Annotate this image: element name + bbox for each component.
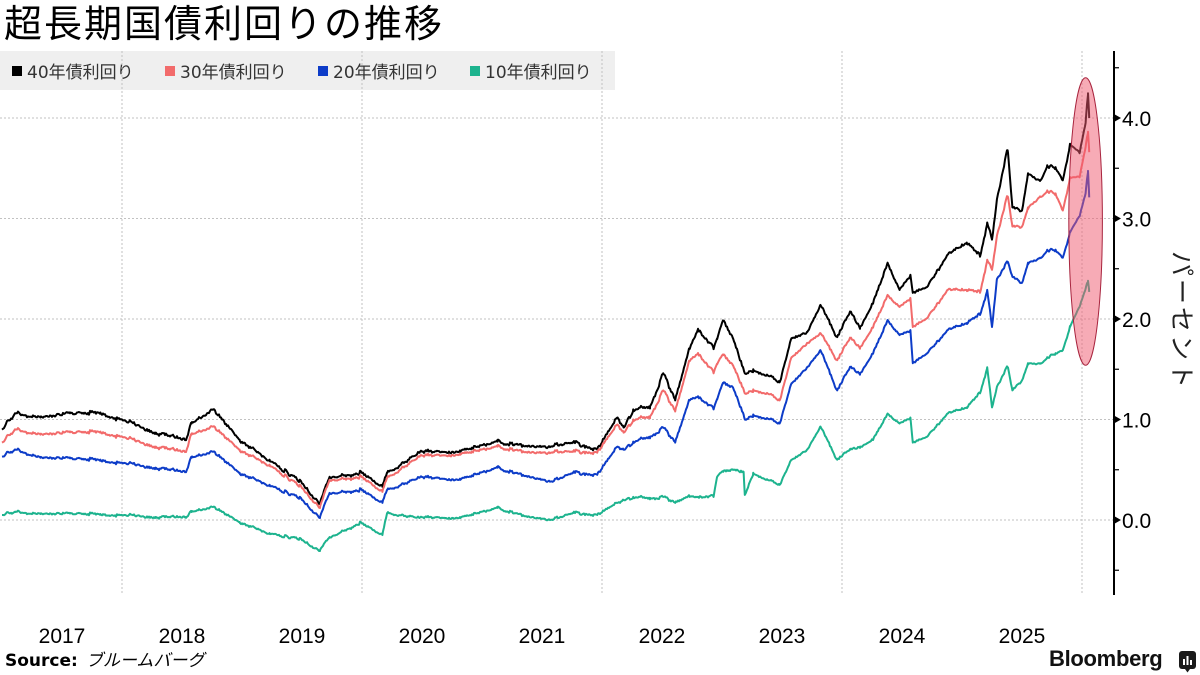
x-tick-label: 2019 [279, 625, 326, 648]
y-major-tick-marker [1114, 315, 1121, 323]
highlight-ellipse [1068, 77, 1103, 366]
x-tick-label: 2020 [399, 625, 446, 648]
legend-label-40y: 40年債利回り [27, 63, 134, 83]
legend: 40年債利回り 30年債利回り 20年債利回り 10年債利回り [0, 51, 615, 90]
legend-label-20y: 20年債利回り [333, 63, 440, 83]
legend-item-30y: 30年債利回り [165, 51, 287, 90]
y-major-tick-marker [1114, 114, 1121, 122]
series-line-20y [1, 169, 1091, 519]
series-lines [1, 92, 1091, 552]
y-axis: 0.0 1.0 2.0 3.0 4.0 [1113, 51, 1151, 595]
y-tick-label: 3.0 [1122, 209, 1151, 232]
series-line-10y [2, 279, 1091, 552]
source-value: ブルームバーグ [85, 651, 205, 671]
legend-item-20y: 20年債利回り [318, 51, 440, 90]
x-tick-label: 2021 [519, 625, 566, 648]
legend-swatch-10y [470, 65, 480, 76]
legend-item-40y: 40年債利回り [12, 51, 134, 90]
series-line-30y [1, 130, 1091, 509]
legend-swatch-30y [165, 65, 175, 76]
x-tick-label: 2023 [759, 625, 806, 648]
x-tick-label: 2022 [639, 625, 686, 648]
y-tick-label: 1.0 [1122, 410, 1151, 433]
y-axis-label: パーセント [1167, 250, 1196, 392]
gridlines [0, 51, 1113, 595]
legend-swatch-40y [12, 65, 22, 76]
bloomberg-chart-icon [1179, 651, 1196, 673]
x-tick-label: 2024 [879, 625, 926, 648]
legend-item-10y: 10年債利回り [470, 51, 592, 90]
source-line: Source: ブルームバーグ [5, 648, 204, 674]
x-axis-labels: 2017 2018 2019 2020 2021 2022 2023 2024 2025 [39, 625, 1046, 648]
y-major-tick-marker [1114, 516, 1121, 524]
y-major-tick-marker [1114, 214, 1121, 223]
page-title: 超長期国債利回りの推移 [4, 2, 445, 46]
legend-swatch-20y [318, 65, 328, 76]
bloomberg-logo-text: Bloomberg [1049, 646, 1163, 671]
y-major-tick-marker [1114, 415, 1121, 424]
source-label: Source: [5, 651, 78, 671]
series-line-40y [1, 92, 1091, 506]
x-tick-label: 2017 [39, 625, 86, 648]
y-tick-label: 2.0 [1122, 309, 1151, 332]
y-tick-label: 0.0 [1122, 510, 1151, 533]
x-tick-label: 2025 [999, 625, 1046, 648]
x-tick-label: 2018 [159, 625, 206, 648]
legend-label-30y: 30年債利回り [180, 63, 287, 83]
y-tick-label: 4.0 [1122, 108, 1151, 131]
legend-label-10y: 10年債利回り [485, 63, 592, 83]
